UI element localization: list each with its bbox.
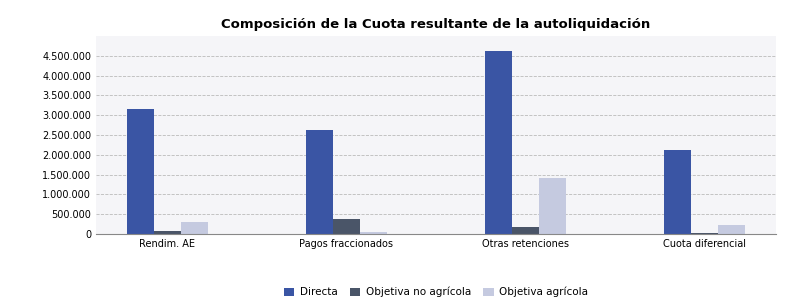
Bar xyxy=(333,219,360,234)
Title: Composición de la Cuota resultante de la autoliquidación: Composición de la Cuota resultante de la… xyxy=(222,18,650,31)
Bar xyxy=(486,51,512,234)
Bar xyxy=(127,109,154,234)
Bar xyxy=(539,178,566,234)
Bar xyxy=(718,225,745,234)
Bar xyxy=(306,130,333,234)
Bar xyxy=(181,222,207,234)
Bar xyxy=(665,150,691,234)
Bar xyxy=(154,231,181,234)
Bar xyxy=(512,227,539,234)
Legend: Directa, Objetiva no agrícola, Objetiva agrícola: Directa, Objetiva no agrícola, Objetiva … xyxy=(280,283,592,300)
Bar xyxy=(691,232,718,234)
Bar xyxy=(360,232,386,234)
